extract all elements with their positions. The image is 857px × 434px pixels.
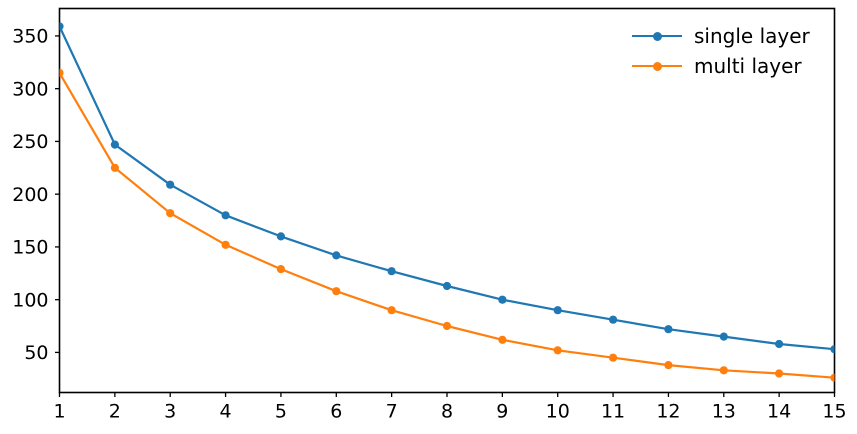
x-tick-label: 8 — [441, 401, 453, 423]
data-point-marker — [609, 315, 618, 324]
data-point-marker — [775, 369, 784, 378]
data-point-marker — [110, 163, 119, 172]
x-tick-label: 9 — [496, 401, 508, 423]
data-point-marker — [221, 240, 230, 249]
x-tick-label: 10 — [546, 401, 570, 423]
legend-item-single-layer: single layer — [632, 21, 810, 51]
data-point-marker — [553, 346, 562, 355]
x-tick-label: 4 — [220, 401, 232, 423]
x-tick-label: 15 — [822, 401, 846, 423]
y-tick-label: 350 — [12, 26, 48, 48]
data-point-marker — [719, 366, 728, 375]
data-point-marker — [664, 361, 673, 370]
series-multi-layer — [59, 68, 835, 382]
y-tick-label: 150 — [12, 237, 48, 259]
data-point-marker — [387, 306, 396, 315]
legend-label: single layer — [694, 24, 810, 48]
data-point-marker — [498, 295, 507, 304]
data-point-marker — [387, 267, 396, 276]
data-point-marker — [442, 321, 452, 331]
data-point-marker — [276, 232, 285, 241]
data-point-marker — [166, 180, 175, 189]
series-single-layer — [59, 22, 835, 354]
data-point-marker — [553, 306, 562, 315]
x-tick-label: 3 — [164, 401, 176, 423]
x-tick-label: 2 — [109, 401, 121, 423]
data-point-marker — [830, 345, 835, 354]
data-point-marker — [830, 373, 835, 382]
data-point-marker — [498, 335, 507, 344]
x-tick-label: 12 — [656, 401, 680, 423]
data-point-marker — [719, 332, 728, 341]
y-tick-label: 200 — [12, 184, 48, 206]
y-tick-label: 250 — [12, 131, 48, 153]
x-tick-label: 1 — [53, 401, 65, 423]
legend-item-multi-layer: multi layer — [632, 51, 810, 81]
data-point-marker — [442, 281, 452, 291]
legend-label: multi layer — [694, 54, 802, 78]
x-tick-label: 13 — [712, 401, 736, 423]
data-point-marker — [166, 209, 175, 218]
data-point-marker — [276, 265, 285, 274]
x-tick-label: 14 — [767, 401, 791, 423]
x-tick-label: 7 — [386, 401, 398, 423]
data-point-marker — [221, 211, 230, 220]
series-line-multi-layer — [59, 71, 835, 379]
plot-area-border — [58, 7, 836, 394]
data-point-marker — [609, 353, 618, 362]
y-tick-label: 300 — [12, 78, 48, 100]
legend-line-marker-icon — [632, 26, 682, 46]
x-tick-label: 11 — [601, 401, 625, 423]
data-point-marker — [59, 68, 64, 77]
x-tick-label: 6 — [330, 401, 342, 423]
data-point-marker — [332, 287, 341, 296]
data-point-marker — [110, 140, 119, 149]
x-tick-label: 5 — [275, 401, 287, 423]
legend-line-marker-icon — [632, 56, 682, 76]
data-point-marker — [664, 325, 673, 334]
legend: single layer multi layer — [632, 21, 810, 81]
data-point-marker — [332, 251, 341, 260]
data-point-marker — [59, 22, 64, 31]
data-point-marker — [775, 339, 784, 349]
y-tick-label: 100 — [12, 289, 48, 311]
y-tick-label: 50 — [24, 342, 48, 364]
